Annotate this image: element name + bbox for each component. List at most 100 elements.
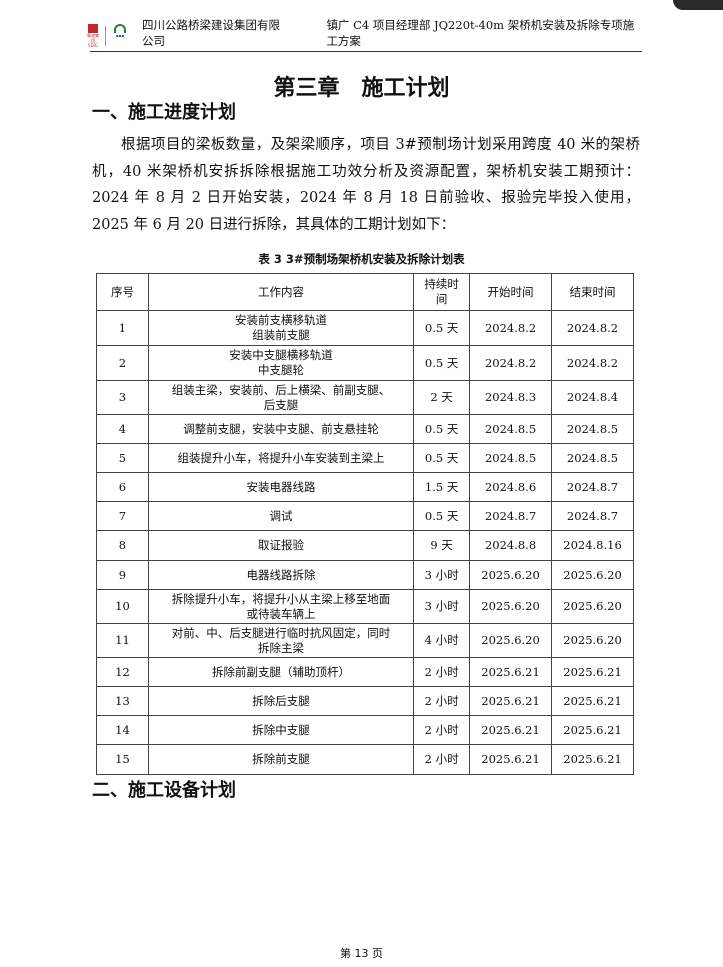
cell-index: 12: [96, 657, 149, 687]
cell-duration: 2 小时: [413, 657, 471, 687]
table-row: 9 电器线路拆除 3 小时 2025.6.20 2025.6.20: [96, 560, 634, 590]
header-company: 四川公路桥梁建设集团有限公司: [142, 18, 280, 48]
cell-end: 2024.8.5: [551, 414, 634, 444]
cell-duration: 3 小时: [413, 560, 471, 590]
cell-duration: 4 小时: [413, 623, 471, 658]
table-row: 15 拆除前支腿 2 小时 2025.6.21 2025.6.21: [96, 744, 634, 775]
cell-duration: 0.5 天: [413, 501, 471, 531]
column-header: 工作内容: [147, 273, 415, 311]
cell-index: 3: [96, 380, 149, 415]
cell-end: 2025.6.20: [551, 589, 634, 624]
cell-task: 安装电器线路: [147, 472, 415, 502]
column-header: 持续时间: [413, 273, 471, 311]
cell-start: 2024.8.5: [469, 414, 553, 444]
table-caption: 表 3 3#预制场架桥机安装及拆除计划表: [258, 252, 465, 266]
cell-start: 2024.8.7: [469, 501, 553, 531]
cell-index: 11: [96, 623, 149, 658]
cell-task: 组装提升小车，将提升小车安装到主梁上: [147, 443, 415, 473]
cell-task: 安装中支腿横移轨道 中支腿轮: [147, 345, 415, 381]
cell-task: 电器线路拆除: [147, 560, 415, 590]
cell-end: 2025.6.21: [551, 744, 634, 775]
cell-duration: 2 天: [413, 380, 471, 415]
cell-task: 组装主梁，安装前、后上横梁、前副支腿、 后支腿: [147, 380, 415, 415]
cell-start: 2025.6.21: [469, 657, 553, 687]
column-header: 序号: [96, 273, 149, 311]
cell-end: 2025.6.21: [551, 686, 634, 716]
table-row: 6 安装电器线路 1.5 天 2024.8.6 2024.8.7: [96, 472, 634, 502]
cell-index: 9: [96, 560, 149, 590]
cell-end: 2025.6.20: [551, 623, 634, 658]
cell-start: 2024.8.8: [469, 530, 553, 561]
cell-start: 2025.6.20: [469, 623, 553, 658]
cell-task: 对前、中、后支腿进行临时抗风固定，同时 拆除主梁: [147, 623, 415, 658]
table-row: 13 拆除后支腿 2 小时 2025.6.21 2025.6.21: [96, 686, 634, 716]
table-row: 5 组装提升小车，将提升小车安装到主梁上 0.5 天 2024.8.5 2024.8.5: [96, 443, 634, 473]
cell-start: 2025.6.21: [469, 744, 553, 775]
cell-end: 2024.8.4: [551, 380, 634, 415]
cell-start: 2025.6.20: [469, 589, 553, 624]
table-row: 4 调整前支腿，安装中支腿、前支悬挂轮 0.5 天 2024.8.5 2024.8.5: [96, 414, 634, 444]
cell-start: 2024.8.2: [469, 345, 553, 381]
cell-end: 2024.8.7: [551, 472, 634, 502]
cell-end: 2024.8.16: [551, 530, 634, 561]
cell-start: 2024.8.5: [469, 443, 553, 473]
cell-end: 2024.8.2: [551, 345, 634, 381]
cell-end: 2024.8.5: [551, 443, 634, 473]
sdig-logo: 蜀道集团 SDIG: [86, 24, 100, 48]
cell-start: 2025.6.20: [469, 560, 553, 590]
table-row: 2 安装中支腿横移轨道 中支腿轮 0.5 天 2024.8.2 2024.8.2: [96, 345, 634, 381]
cell-task: 拆除前副支腿（辅助顶杆）: [147, 657, 415, 687]
cell-duration: 0.5 天: [413, 443, 471, 473]
cell-duration: 9 天: [413, 530, 471, 561]
window-corner-overlay: [673, 0, 723, 10]
cell-task: 调整前支腿，安装中支腿、前支悬挂轮: [147, 414, 415, 444]
cell-task: 拆除提升小车，将提升小从主梁上移至地面 或待装车辆上: [147, 589, 415, 624]
header-project: 镇广 C4 项目经理部 JQ220t-40m 架桥机安装及拆除专项施工方案: [326, 18, 635, 48]
cell-task: 调试: [147, 501, 415, 531]
cell-duration: 2 小时: [413, 686, 471, 716]
cell-index: 8: [96, 530, 149, 561]
table-row: 8 取证报验 9 天 2024.8.8 2024.8.16: [96, 530, 634, 561]
chapter-title: 第三章 施工计划: [273, 76, 450, 101]
cell-index: 5: [96, 443, 149, 473]
cell-index: 1: [96, 310, 149, 346]
table-row: 14 拆除中支腿 2 小时 2025.6.21 2025.6.21: [96, 715, 634, 745]
cell-end: 2024.8.7: [551, 501, 634, 531]
cell-start: 2024.8.2: [469, 310, 553, 346]
cell-index: 4: [96, 414, 149, 444]
table-row: 12 拆除前副支腿（辅助顶杆） 2 小时 2025.6.21 2025.6.21: [96, 657, 634, 687]
cell-start: 2025.6.21: [469, 715, 553, 745]
section-heading-schedule: 一、施工进度计划: [92, 102, 236, 123]
page-number: 第 13 页: [340, 947, 383, 960]
cell-duration: 0.5 天: [413, 414, 471, 444]
cell-index: 10: [96, 589, 149, 624]
column-header: 开始时间: [469, 273, 553, 311]
cell-index: 14: [96, 715, 149, 745]
table-row: 11 对前、中、后支腿进行临时抗风固定，同时 拆除主梁 4 小时 2025.6.20 2…: [96, 623, 634, 658]
table-row: 1 安装前支横移轨道 组装前支腿 0.5 天 2024.8.2 2024.8.2: [96, 310, 634, 346]
cell-duration: 2 小时: [413, 744, 471, 775]
cell-end: 2025.6.21: [551, 715, 634, 745]
cell-index: 7: [96, 501, 149, 531]
section-heading-equipment: 二、施工设备计划: [92, 780, 236, 801]
cell-start: 2024.8.3: [469, 380, 553, 415]
cell-duration: 2 小时: [413, 715, 471, 745]
cell-end: 2025.6.20: [551, 560, 634, 590]
cell-task: 拆除后支腿: [147, 686, 415, 716]
cell-index: 15: [96, 744, 149, 775]
cell-duration: 1.5 天: [413, 472, 471, 502]
cell-task: 安装前支横移轨道 组装前支腿: [147, 310, 415, 346]
cell-duration: 0.5 天: [413, 310, 471, 346]
cell-index: 13: [96, 686, 149, 716]
cell-duration: 3 小时: [413, 589, 471, 624]
company-logo: ▪▪▪: [110, 24, 130, 46]
column-header: 结束时间: [551, 273, 634, 311]
table-header-row: 序号 工作内容 持续时间 开始时间 结束时间: [96, 273, 634, 311]
cell-task: 拆除中支腿: [147, 715, 415, 745]
logo-divider: [105, 26, 106, 46]
body-paragraph: 根据项目的梁板数量，及架梁顺序，项目 3#预制场计划采用跨度 40 米的架桥机，…: [92, 137, 640, 233]
cell-start: 2024.8.6: [469, 472, 553, 502]
cell-end: 2024.8.2: [551, 310, 634, 346]
page-header: 蜀道集团 SDIG ▪▪▪ 四川公路桥梁建设集团有限公司 镇广 C4 项目经理部…: [87, 18, 642, 52]
